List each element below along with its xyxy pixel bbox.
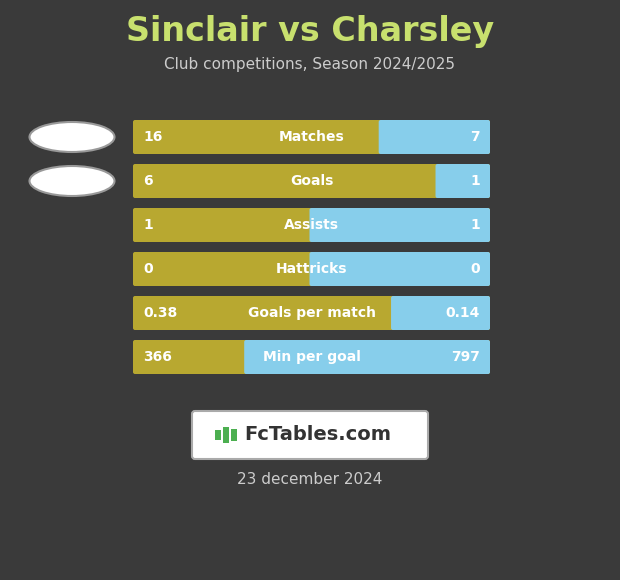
Ellipse shape [30, 122, 115, 152]
FancyBboxPatch shape [133, 296, 490, 330]
Text: Matches: Matches [278, 130, 344, 144]
FancyBboxPatch shape [309, 208, 490, 242]
Text: Min per goal: Min per goal [262, 350, 360, 364]
Text: 23 december 2024: 23 december 2024 [237, 473, 383, 488]
Text: Sinclair vs Charsley: Sinclair vs Charsley [126, 16, 494, 49]
FancyBboxPatch shape [192, 411, 428, 459]
Text: Goals: Goals [290, 174, 333, 188]
Text: 366: 366 [143, 350, 172, 364]
FancyBboxPatch shape [231, 429, 237, 441]
FancyBboxPatch shape [215, 430, 221, 440]
FancyBboxPatch shape [435, 164, 490, 198]
FancyBboxPatch shape [309, 252, 490, 286]
Text: 1: 1 [470, 218, 480, 232]
Text: 1: 1 [470, 174, 480, 188]
Text: 1: 1 [143, 218, 153, 232]
Ellipse shape [30, 166, 115, 196]
Text: 0: 0 [143, 262, 153, 276]
Text: 0.38: 0.38 [143, 306, 177, 320]
Text: Hattricks: Hattricks [276, 262, 347, 276]
FancyBboxPatch shape [379, 120, 490, 154]
FancyBboxPatch shape [133, 164, 490, 198]
FancyBboxPatch shape [391, 296, 490, 330]
Text: Goals per match: Goals per match [247, 306, 376, 320]
FancyBboxPatch shape [133, 340, 490, 374]
FancyBboxPatch shape [133, 208, 490, 242]
FancyBboxPatch shape [223, 427, 229, 443]
Text: 16: 16 [143, 130, 162, 144]
Text: 797: 797 [451, 350, 480, 364]
Text: 0.14: 0.14 [446, 306, 480, 320]
FancyBboxPatch shape [244, 340, 490, 374]
FancyBboxPatch shape [133, 120, 490, 154]
Text: 6: 6 [143, 174, 153, 188]
Text: Assists: Assists [284, 218, 339, 232]
Text: FcTables.com: FcTables.com [244, 426, 391, 444]
Text: 7: 7 [471, 130, 480, 144]
Text: Club competitions, Season 2024/2025: Club competitions, Season 2024/2025 [164, 56, 456, 71]
Text: 0: 0 [471, 262, 480, 276]
FancyBboxPatch shape [133, 252, 490, 286]
